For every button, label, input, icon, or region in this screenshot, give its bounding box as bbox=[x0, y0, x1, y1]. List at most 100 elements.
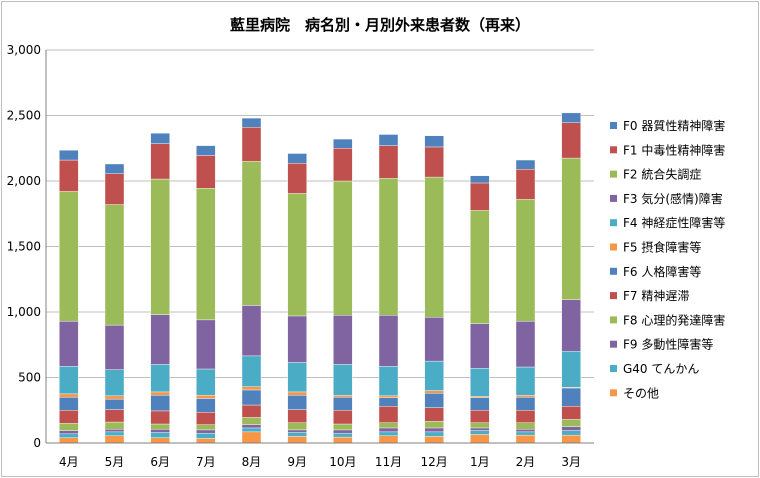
legend-item: F7 精神遅滞 bbox=[610, 289, 689, 303]
bar-segment bbox=[470, 427, 490, 431]
bar-segment bbox=[515, 169, 536, 200]
legend-swatch bbox=[610, 389, 617, 397]
bar-segment bbox=[150, 314, 170, 365]
bar-segment bbox=[470, 397, 490, 411]
bar-segment bbox=[378, 406, 399, 423]
legend-item: F0 器質性精神障害 bbox=[610, 118, 725, 133]
bar-segment bbox=[424, 360, 444, 391]
legend-swatch bbox=[610, 316, 617, 324]
bar-segment bbox=[287, 432, 307, 437]
legend-label: F3 気分(感情)障害 bbox=[623, 191, 723, 206]
bar-segment bbox=[424, 431, 444, 437]
legend-label: F9 多動性障害等 bbox=[623, 337, 713, 352]
bar-segment bbox=[515, 410, 536, 423]
legend-item: F2 統合失調症 bbox=[610, 167, 701, 182]
bar-segment bbox=[196, 368, 216, 396]
bar-segment bbox=[150, 132, 170, 144]
bar-segment bbox=[515, 394, 536, 398]
bar-segment bbox=[470, 368, 490, 397]
x-tick-label: 4月 bbox=[59, 455, 79, 469]
gridlines bbox=[46, 49, 594, 378]
bar-segment bbox=[241, 127, 262, 162]
bar-segment bbox=[241, 355, 262, 387]
bar-segment bbox=[424, 421, 444, 429]
bar-segment bbox=[196, 145, 216, 156]
bar-segment bbox=[196, 424, 216, 431]
legend-swatch bbox=[610, 194, 617, 202]
bar-segment bbox=[150, 423, 170, 430]
legend-label: G40 てんかん bbox=[623, 362, 699, 376]
legend: F0 器質性精神障害 F1 中毒性精神障害 F2 統合失調症 F3 気分(感情)障害 F… bbox=[610, 118, 725, 400]
bar-segment bbox=[59, 191, 79, 322]
bar-segment bbox=[150, 432, 170, 438]
bar-segment bbox=[378, 145, 399, 179]
bar-segment bbox=[241, 417, 262, 425]
bar-segment bbox=[333, 394, 353, 398]
bar-segment bbox=[424, 427, 444, 433]
legend-swatch bbox=[610, 267, 617, 275]
bar-segment bbox=[470, 422, 490, 429]
legend-item: F5 摂食障害等 bbox=[610, 240, 701, 255]
bar-segment bbox=[104, 173, 125, 205]
bar-segment bbox=[150, 391, 170, 396]
bar-segment bbox=[59, 433, 79, 438]
legend-swatch bbox=[610, 365, 617, 372]
bar-segment bbox=[515, 431, 536, 436]
bar-segment bbox=[333, 148, 353, 182]
bar-segment bbox=[561, 387, 581, 407]
bar-segment bbox=[241, 386, 262, 391]
y-tick-labels: 0 500 1,000 1,500 2,000 2,500 3,000 bbox=[7, 43, 41, 450]
bar-segment bbox=[196, 412, 216, 425]
bar-segment bbox=[150, 410, 170, 425]
legend-swatch bbox=[610, 292, 617, 300]
bar-segment bbox=[378, 178, 399, 316]
bar-segment bbox=[59, 159, 79, 192]
bar-segment bbox=[196, 155, 216, 189]
bar-segment bbox=[59, 437, 79, 444]
bar-segment bbox=[333, 315, 353, 365]
axes bbox=[45, 50, 594, 444]
bar-segment bbox=[59, 430, 79, 435]
x-tick-label: 6月 bbox=[150, 455, 170, 469]
bar-segment bbox=[104, 369, 125, 397]
bar-segment bbox=[333, 429, 353, 434]
bar-segment bbox=[378, 422, 399, 429]
bar-segment bbox=[104, 398, 125, 410]
bar-segment bbox=[104, 163, 125, 174]
bar-segment bbox=[515, 320, 536, 368]
legend-label: F0 器質性精神障害 bbox=[623, 118, 725, 133]
bar-segment bbox=[59, 410, 79, 424]
bar-segment bbox=[333, 396, 353, 411]
legend-label: F7 精神遅滞 bbox=[623, 289, 689, 303]
legend-label: F5 摂食障害等 bbox=[623, 240, 701, 255]
bar-segment bbox=[150, 437, 170, 444]
bar-segment bbox=[470, 182, 490, 211]
bar-segment bbox=[150, 178, 170, 315]
x-tick-label: 8月 bbox=[242, 455, 262, 469]
bar-segment bbox=[241, 424, 262, 429]
bar-segment bbox=[561, 157, 581, 300]
bar-segment bbox=[104, 204, 125, 326]
bar-segment bbox=[515, 366, 536, 396]
bar-segment bbox=[59, 393, 79, 398]
x-tick-label: 5月 bbox=[105, 455, 125, 469]
bar-segment bbox=[196, 188, 216, 321]
y-tick-label: 3,000 bbox=[7, 43, 41, 57]
legend-item: F9 多動性障害等 bbox=[610, 337, 713, 352]
bar-segment bbox=[287, 315, 307, 363]
bar-segment bbox=[196, 394, 216, 399]
legend-swatch bbox=[610, 170, 617, 178]
x-tick-label: 3月 bbox=[561, 455, 581, 469]
bar-segment bbox=[59, 150, 79, 161]
bar-segment bbox=[104, 429, 125, 433]
bar-segment bbox=[150, 429, 170, 433]
x-tick-label: 12月 bbox=[421, 455, 448, 469]
bar-segment bbox=[287, 153, 307, 164]
bar-segment bbox=[196, 429, 216, 434]
bar-segment bbox=[424, 390, 444, 394]
bar-segment bbox=[59, 366, 79, 395]
legend-swatch bbox=[610, 146, 617, 154]
bar-segment bbox=[561, 426, 581, 431]
